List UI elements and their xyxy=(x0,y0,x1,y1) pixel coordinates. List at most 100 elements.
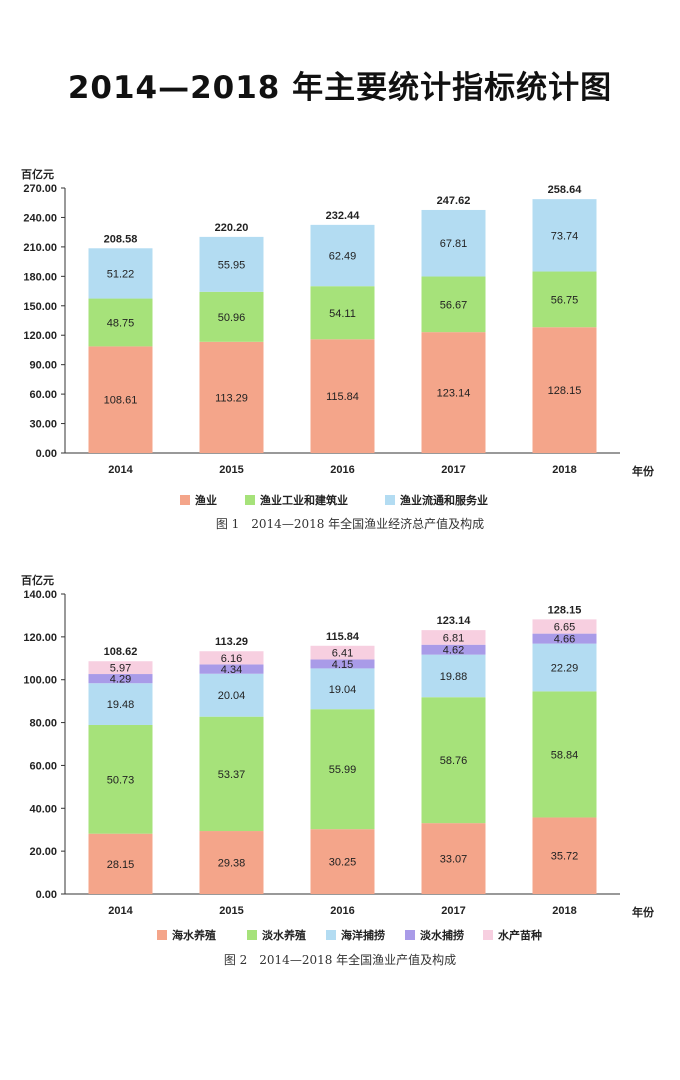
bar-segment xyxy=(310,286,375,340)
segment-value-label: 54.11 xyxy=(329,308,356,320)
bar-total-label: 108.62 xyxy=(104,646,138,658)
bar-segment xyxy=(421,209,486,277)
y-axis-unit: 百亿元 xyxy=(21,167,54,181)
legend-label: 水产苗种 xyxy=(498,928,542,942)
segment-value-label: 6.81 xyxy=(443,632,464,644)
bar-segment xyxy=(199,651,264,665)
segment-value-label: 58.84 xyxy=(551,749,579,761)
segment-value-label: 4.62 xyxy=(443,645,464,657)
segment-value-label: 4.29 xyxy=(110,674,131,686)
bar-segment xyxy=(310,829,375,894)
segment-value-label: 56.75 xyxy=(551,294,579,306)
x-category-label: 2016 xyxy=(330,905,354,917)
segment-value-label: 67.81 xyxy=(440,238,468,250)
x-category-label: 2014 xyxy=(108,905,133,917)
bar-total-label: 208.58 xyxy=(104,233,138,245)
bar-total-label: 232.44 xyxy=(326,210,361,222)
legend-label: 淡水捕捞 xyxy=(420,928,464,942)
legend-label: 渔业流通和服务业 xyxy=(400,493,488,507)
bar-segment xyxy=(88,346,153,453)
bar-segment xyxy=(421,644,486,655)
legend-swatch xyxy=(326,930,336,940)
segment-value-label: 55.95 xyxy=(218,259,246,271)
bar-segment xyxy=(199,341,264,453)
legend-swatch xyxy=(247,930,257,940)
segment-value-label: 6.65 xyxy=(554,621,575,633)
y-tick-label: 60.00 xyxy=(29,760,57,772)
y-tick-label: 30.00 xyxy=(29,419,57,431)
y-tick-label: 210.00 xyxy=(23,242,57,254)
legend-label: 海洋捕捞 xyxy=(341,928,385,942)
segment-value-label: 50.73 xyxy=(107,774,135,786)
chart-2-fishery-output: 百亿元 0.00 20.00 40.00 60.00 80.00 100.00 120.00 1… xyxy=(21,573,655,967)
segment-value-label: 19.04 xyxy=(329,684,357,696)
x-axis-unit: 年份 xyxy=(632,464,655,478)
legend-swatch xyxy=(245,495,255,505)
y-tick-label: 150.00 xyxy=(23,301,57,313)
bar-segment xyxy=(88,724,153,834)
y-axis-unit: 百亿元 xyxy=(21,573,54,587)
segment-value-label: 115.84 xyxy=(326,391,359,403)
segment-value-label: 51.22 xyxy=(107,268,135,280)
bar-total-label: 220.20 xyxy=(215,222,249,234)
chart-1-economic-output: 百亿元 0.00 30.00 60.00 90.00 120.00 150.00 180.00… xyxy=(21,167,655,531)
bar-total-label: 113.29 xyxy=(215,636,248,648)
y-tick-label: 120.00 xyxy=(23,330,57,342)
bar-total-label: 115.84 xyxy=(326,631,360,643)
x-axis-unit: 年份 xyxy=(632,905,655,919)
bar-segment xyxy=(532,633,597,644)
segment-value-label: 29.38 xyxy=(218,858,246,870)
bar-segment xyxy=(199,664,264,674)
bar-segment xyxy=(88,683,153,725)
segment-value-label: 20.04 xyxy=(218,690,246,702)
segment-value-label: 128.15 xyxy=(548,385,582,397)
segment-value-label: 19.88 xyxy=(440,671,468,683)
bar-segment xyxy=(310,645,375,660)
bar-segment xyxy=(532,817,597,894)
y-tick-label: 180.00 xyxy=(23,271,57,283)
bar-segment xyxy=(310,659,375,669)
bar-segment xyxy=(310,709,375,830)
bar-segment xyxy=(532,327,597,453)
y-tick-label: 270.00 xyxy=(23,183,57,195)
legend-label: 渔业工业和建筑业 xyxy=(260,493,348,507)
y-tick-label: 40.00 xyxy=(29,803,57,815)
y-tick-label: 0.00 xyxy=(36,448,57,460)
segment-value-label: 108.61 xyxy=(104,395,138,407)
segment-value-label: 33.07 xyxy=(440,854,468,866)
bar-segment xyxy=(532,199,597,272)
legend-swatch xyxy=(483,930,493,940)
bar-segment xyxy=(421,630,486,645)
y-tick-label: 20.00 xyxy=(29,846,57,858)
chart-caption: 图 1 2014—2018 年全国渔业经济总产值及构成 xyxy=(216,516,484,531)
bar-segment xyxy=(88,661,153,675)
segment-value-label: 62.49 xyxy=(329,251,357,263)
bar-segment xyxy=(88,674,153,684)
legend-swatch xyxy=(180,495,190,505)
y-tick-label: 100.00 xyxy=(23,675,57,687)
x-category-label: 2016 xyxy=(330,464,354,476)
segment-value-label: 55.99 xyxy=(329,764,357,776)
bar-segment xyxy=(88,248,153,299)
chart-caption: 图 2 2014—2018 年全国渔业产值及构成 xyxy=(224,952,456,967)
segment-value-label: 5.97 xyxy=(110,663,131,675)
x-category-label: 2017 xyxy=(441,464,465,476)
bar-total-label: 258.64 xyxy=(548,184,583,196)
segment-value-label: 113.29 xyxy=(215,392,248,404)
page-title: 2014—2018 年主要统计指标统计图 xyxy=(67,70,613,106)
y-tick-label: 0.00 xyxy=(36,889,57,901)
legend-swatch xyxy=(385,495,395,505)
segment-value-label: 50.96 xyxy=(218,312,246,324)
segment-value-label: 48.75 xyxy=(107,317,135,329)
x-category-label: 2014 xyxy=(108,464,133,476)
bar-segment xyxy=(88,298,153,347)
segment-value-label: 28.15 xyxy=(107,859,135,871)
bar-segment xyxy=(199,673,264,717)
y-tick-label: 80.00 xyxy=(29,718,57,730)
y-tick-label: 140.00 xyxy=(23,589,57,601)
y-tick-label: 120.00 xyxy=(23,632,57,644)
legend-label: 淡水养殖 xyxy=(262,928,306,942)
bar-segment xyxy=(199,716,264,832)
segment-value-label: 123.14 xyxy=(437,388,471,400)
